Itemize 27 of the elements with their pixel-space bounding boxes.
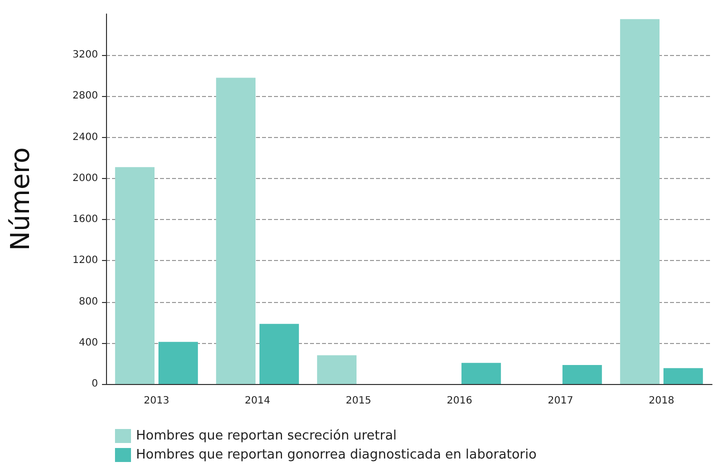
y-tick-label: 1600	[72, 214, 98, 226]
bar	[663, 368, 703, 384]
y-tick-label: 2400	[72, 132, 98, 143]
x-tick-label: 2016	[446, 396, 472, 406]
y-tick-label: 2000	[72, 172, 98, 184]
bar	[158, 342, 198, 384]
y-tick-label: 3200	[72, 50, 98, 61]
bar	[620, 19, 660, 384]
y-tick-label: 1200	[72, 255, 98, 266]
bar	[115, 167, 155, 384]
x-tick-label: 2014	[244, 396, 270, 406]
y-tick-label: 400	[78, 337, 98, 348]
y-tick-label: 800	[78, 296, 98, 308]
bar	[562, 364, 602, 384]
y-axis-title: Número	[6, 147, 36, 251]
y-tick-label: 2800	[72, 90, 98, 102]
legend-label: Hombres que reportan gonorrea diagnosticada en laboratorio	[136, 448, 537, 462]
x-tick-label: 2017	[548, 396, 574, 406]
bar	[317, 355, 357, 384]
x-tick-label: 2018	[648, 396, 674, 406]
x-tick-label: 2013	[144, 396, 170, 406]
bar	[259, 324, 299, 384]
bar	[461, 362, 501, 384]
bar	[216, 78, 256, 384]
legend-label: Hombres que reportan secreción uretral	[136, 428, 397, 444]
y-tick-label: 0	[92, 378, 98, 390]
x-tick-label: 2015	[346, 396, 372, 406]
